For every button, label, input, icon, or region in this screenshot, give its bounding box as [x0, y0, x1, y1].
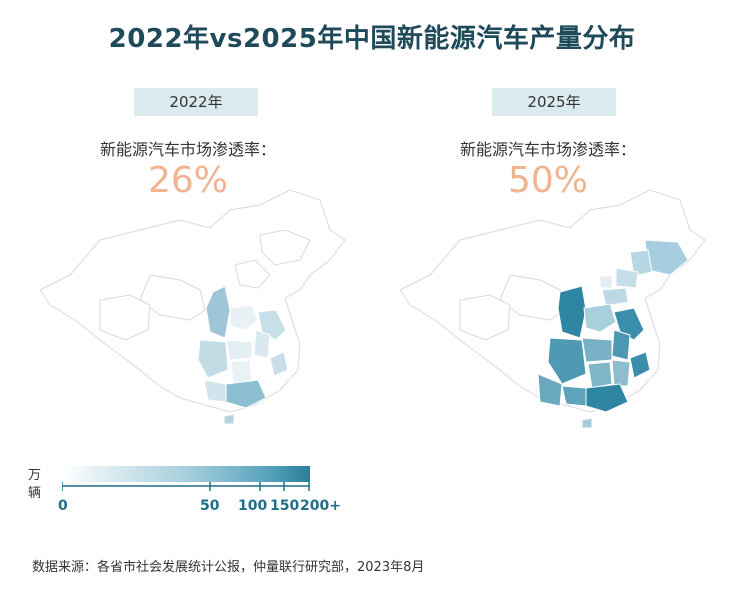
- penetration-value-2022: 26%: [147, 160, 228, 201]
- province-zhejiang-2025: [629, 351, 651, 379]
- province-hainan-2025: [581, 417, 593, 429]
- legend-color-bar: [62, 466, 310, 482]
- legend-unit-line1: 万: [28, 468, 42, 483]
- china-map-2022: [39, 189, 346, 425]
- province-anhui-2022: [253, 329, 271, 359]
- province-sichuan-2025: [547, 337, 587, 385]
- year-badge-2025: 2025年: [492, 88, 616, 116]
- province-zhejiang-2022: [269, 351, 289, 377]
- province-beijing-2025: [599, 275, 613, 289]
- province-jilin-2025: [629, 249, 653, 277]
- province-henan-2022: [229, 304, 259, 331]
- province-jiangxi-2025: [611, 359, 631, 387]
- legend-tick-150: 150: [270, 498, 300, 514]
- province-hubei-2022: [225, 339, 253, 361]
- province-liaoning-2025: [615, 267, 639, 289]
- province-yunnan-2025: [537, 373, 563, 407]
- province-hunan-2022: [229, 359, 253, 385]
- province-guangxi-2022: [203, 379, 227, 403]
- province-anhui-2025: [611, 329, 631, 361]
- source-note: 数据来源：各省市社会发展统计公报，仲量联行研究部，2023年8月: [32, 560, 425, 575]
- legend-unit-line2: 辆: [28, 486, 42, 501]
- province-guangxi-2025: [561, 385, 587, 407]
- province-hainan-2022: [223, 413, 235, 425]
- legend-tick-200: 200+: [300, 498, 341, 514]
- legend-tick-100: 100: [238, 498, 268, 514]
- year-badge-2022: 2022年: [134, 88, 258, 116]
- province-shaanxi-2022: [205, 285, 231, 339]
- china-map-2025: [399, 189, 706, 429]
- penetration-value-2025: 50%: [507, 160, 588, 201]
- province-sichuan-2022: [197, 339, 229, 379]
- legend-tick-50: 50: [200, 498, 220, 514]
- penetration-label-2022: 新能源汽车市场渗透率：: [99, 140, 276, 159]
- province-shandong-2025: [601, 287, 629, 307]
- penetration-label-2025: 新能源汽车市场渗透率：: [459, 140, 636, 159]
- province-henan-2025: [583, 303, 617, 333]
- legend-tick-0: 0: [58, 498, 68, 514]
- legend-axis: [62, 482, 310, 491]
- province-shaanxi-2025: [557, 285, 587, 339]
- province-guangdong-2022: [225, 379, 267, 409]
- province-hubei-2025: [581, 337, 613, 363]
- province-guangdong-2025: [585, 383, 629, 413]
- province-hunan-2025: [587, 361, 613, 389]
- page-title: 2022年vs2025年中国新能源汽车产量分布: [108, 24, 636, 54]
- province-jiangsu-2022: [257, 309, 287, 341]
